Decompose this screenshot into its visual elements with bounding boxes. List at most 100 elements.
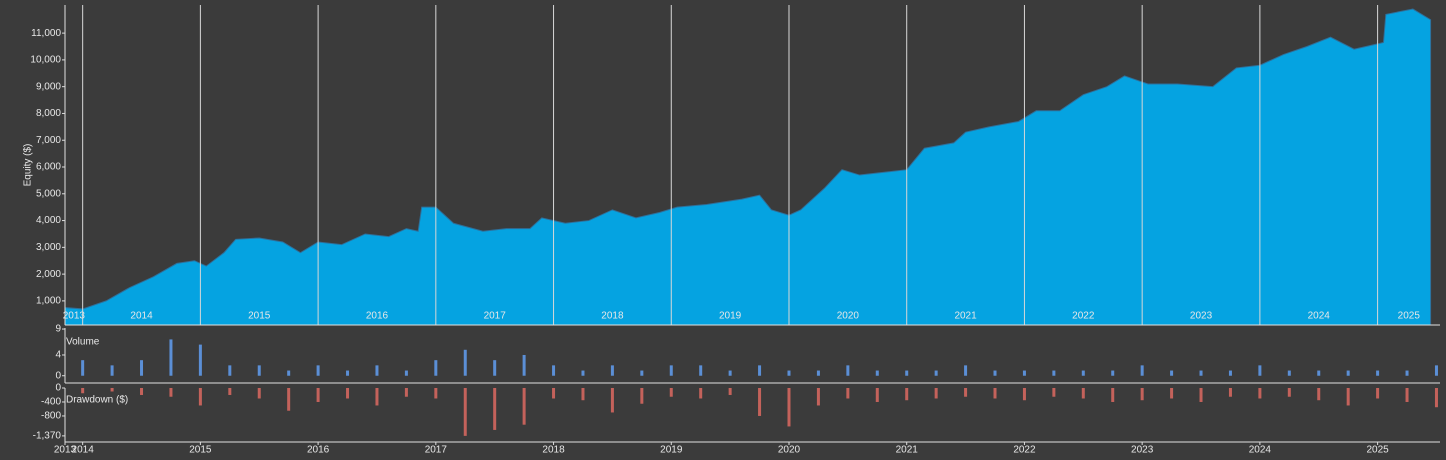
bar xyxy=(1228,388,1232,397)
bar xyxy=(110,388,114,392)
bar xyxy=(699,388,703,399)
bar xyxy=(610,388,614,413)
bar xyxy=(846,365,850,376)
bar xyxy=(993,388,997,399)
bar xyxy=(669,388,673,397)
x-tick-label: 2025 xyxy=(1366,445,1389,456)
x-tick-label: 2022 xyxy=(1013,445,1036,456)
bar xyxy=(728,388,732,395)
y-tick-label: 8,000 xyxy=(36,108,61,119)
y-tick-label: 11,000 xyxy=(31,28,61,39)
bar xyxy=(228,388,232,395)
bar xyxy=(669,365,673,376)
bar xyxy=(787,388,791,427)
bar xyxy=(81,360,85,376)
bar xyxy=(228,365,232,376)
bar xyxy=(198,388,202,406)
panel-title: Drawdown ($) xyxy=(66,395,128,406)
bar xyxy=(610,365,614,376)
bar xyxy=(934,388,938,399)
bar xyxy=(1346,370,1350,376)
bar xyxy=(905,388,909,401)
y-tick-label: 1,000 xyxy=(36,296,61,307)
bar xyxy=(1022,388,1026,401)
y-tick-label: -800 xyxy=(41,411,61,422)
bar xyxy=(346,370,350,376)
bar xyxy=(875,388,879,402)
bar xyxy=(522,354,526,376)
bar xyxy=(316,388,320,402)
bar xyxy=(1081,388,1085,399)
bar xyxy=(1376,370,1380,376)
bar xyxy=(934,370,938,376)
bar xyxy=(1405,370,1409,376)
bar xyxy=(1111,388,1115,402)
bar xyxy=(140,388,144,395)
x-tick-label: 2018 xyxy=(542,445,565,456)
bar xyxy=(1081,370,1085,376)
x-tick-label: 2023 xyxy=(1131,445,1154,456)
bar xyxy=(1022,370,1026,376)
bar xyxy=(1052,388,1056,397)
y-tick-label: 9,000 xyxy=(36,81,61,92)
bar xyxy=(1376,388,1380,399)
bar xyxy=(728,370,732,376)
bar xyxy=(522,388,526,425)
bar xyxy=(1170,370,1174,376)
panel-title: Volume xyxy=(66,337,100,348)
y-tick-label: 0 xyxy=(55,383,61,394)
bar xyxy=(1170,388,1174,399)
bar xyxy=(257,365,261,376)
period-label: 2015 xyxy=(248,311,271,322)
x-tick-label: 2017 xyxy=(425,445,448,456)
bar xyxy=(816,388,820,406)
bar xyxy=(140,360,144,376)
bar xyxy=(699,365,703,376)
bar xyxy=(640,370,644,376)
x-tick-label: 2020 xyxy=(778,445,801,456)
period-label: 2020 xyxy=(837,311,860,322)
bar xyxy=(434,360,438,376)
bar xyxy=(816,370,820,376)
bar xyxy=(1317,370,1321,376)
bar xyxy=(758,365,762,376)
bar xyxy=(964,365,968,376)
bar xyxy=(581,388,585,401)
equity-area xyxy=(64,8,1432,326)
period-label: 2024 xyxy=(1308,311,1331,322)
bar xyxy=(1405,388,1409,402)
bar xyxy=(1346,388,1350,406)
bar xyxy=(81,388,85,394)
bar xyxy=(552,365,556,376)
bar xyxy=(875,370,879,376)
y-tick-label: 4,000 xyxy=(36,215,61,226)
bar xyxy=(993,370,997,376)
bar xyxy=(1199,370,1203,376)
bar xyxy=(787,370,791,376)
y-tick-label: 2,000 xyxy=(36,269,61,280)
y-tick-label: 6,000 xyxy=(36,162,61,173)
bar xyxy=(1199,388,1203,402)
period-label: 2016 xyxy=(366,311,389,322)
x-tick-label: 2019 xyxy=(660,445,683,456)
bar xyxy=(493,360,497,376)
bar xyxy=(846,388,850,399)
bar xyxy=(169,388,173,397)
bar xyxy=(1140,388,1144,401)
bar xyxy=(434,388,438,399)
x-tick-label: 2021 xyxy=(896,445,919,456)
bar xyxy=(316,365,320,376)
bar xyxy=(1287,370,1291,376)
bar xyxy=(493,388,497,430)
bar xyxy=(198,344,202,376)
y-tick-label: 9 xyxy=(55,324,61,335)
bar xyxy=(552,388,556,399)
bar xyxy=(110,365,114,376)
x-tick-label: 2014 xyxy=(72,445,95,456)
period-label: 2014 xyxy=(130,311,153,322)
bar xyxy=(463,388,467,436)
y-tick-label: 5,000 xyxy=(36,188,61,199)
bar xyxy=(1434,388,1438,408)
bar xyxy=(1111,370,1115,376)
